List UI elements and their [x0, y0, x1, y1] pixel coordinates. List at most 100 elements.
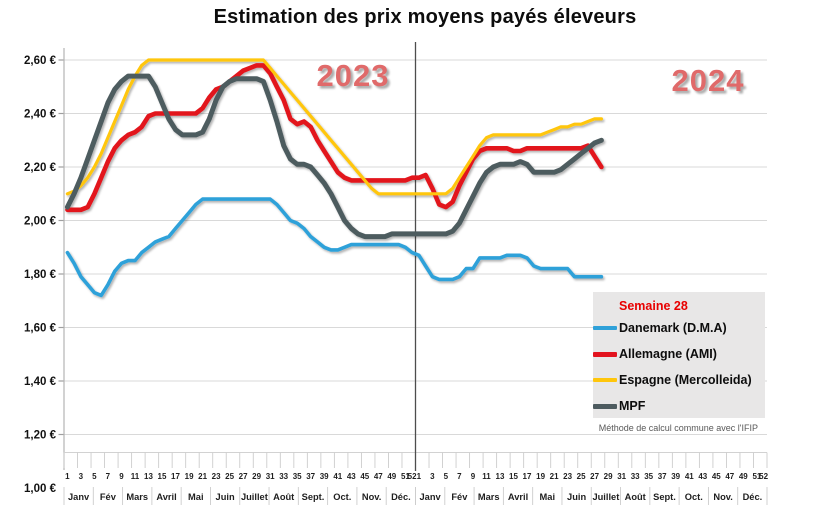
week-number-label: 7 [106, 472, 111, 481]
mpf-line-swatch [593, 403, 617, 409]
week-number-label: 43 [347, 472, 356, 481]
danemark-line-swatch [593, 326, 617, 330]
week-number-label: 29 [252, 472, 261, 481]
week-number-label: 33 [631, 472, 640, 481]
week-number-label: 11 [482, 472, 491, 481]
month-label: Mars [126, 492, 148, 502]
y-axis-label: 2,20 € [24, 162, 57, 174]
week-number-label: 35 [644, 472, 653, 481]
legend-item-allemagne: Allemagne (AMI) [593, 341, 765, 367]
month-label: Sept. [302, 492, 325, 502]
week-number-label: 19 [185, 472, 194, 481]
week-number-label: 31 [617, 472, 626, 481]
week-number-label: 52 [408, 472, 417, 481]
month-label: Juin [567, 492, 586, 502]
legend-item-mpf: MPF [593, 393, 765, 419]
week-number-label: 17 [171, 472, 180, 481]
week-number-label: 47 [374, 472, 383, 481]
week-number-label: 3 [430, 472, 435, 481]
month-label: Mai [188, 492, 204, 502]
month-label: Janv [419, 492, 441, 502]
week-number-label: 49 [387, 472, 396, 481]
year-label-2024: 2024 [671, 63, 745, 98]
legend-label: MPF [619, 399, 646, 413]
y-axis-label: 1,00 € [24, 483, 57, 495]
month-label: Août [273, 492, 294, 502]
y-axis-label: 1,20 € [24, 430, 57, 442]
month-label: Déc. [391, 492, 411, 502]
week-number-label: 11 [131, 472, 140, 481]
allemagne-line-swatch [593, 351, 617, 357]
week-number-label: 15 [509, 472, 518, 481]
espagne-line-swatch [593, 378, 617, 382]
week-number-label: 25 [577, 472, 586, 481]
series-line-mpf [64, 73, 604, 240]
week-number-label: 13 [496, 472, 505, 481]
week-number-label: 31 [266, 472, 275, 481]
month-label: Déc. [743, 492, 763, 502]
week-number-label: 13 [144, 472, 153, 481]
series-line-allemagne-ami [65, 63, 604, 213]
week-number-label: 39 [671, 472, 680, 481]
month-label: Fév [451, 492, 468, 502]
month-label: Fév [100, 492, 117, 502]
week-number-label: 41 [333, 472, 342, 481]
week-number-label: 5 [92, 472, 97, 481]
week-number-label: 47 [725, 472, 734, 481]
y-axis-label: 2,40 € [24, 109, 57, 121]
week-number-label: 43 [698, 472, 707, 481]
year-label-2023: 2023 [316, 58, 390, 93]
week-number-label: 27 [239, 472, 248, 481]
week-number-label: 29 [604, 472, 613, 481]
week-labels: 1 3 5 7 9 11 13 15 17 19 21 23 25 27 29 31 33 35 37 39 41 43 4… [65, 472, 768, 481]
month-label: Mai [540, 492, 556, 502]
week-number-label: 51 [401, 472, 410, 481]
month-label: Mars [478, 492, 500, 502]
week-number-label: 15 [158, 472, 167, 481]
week-number-label: 52 [759, 472, 768, 481]
y-axis-label: 1,60 € [24, 323, 57, 335]
month-label: Avril [508, 492, 528, 502]
legend-label: Espagne (Mercolleida) [619, 373, 752, 387]
week-number-label: 23 [212, 472, 221, 481]
month-label: Nov. [362, 492, 381, 502]
week-number-label: 35 [293, 472, 302, 481]
week-number-label: 33 [279, 472, 288, 481]
month-label: Janv [68, 492, 90, 502]
chart-title: Estimation des prix moyens payés éleveur… [213, 6, 637, 28]
week-number-label: 41 [685, 472, 694, 481]
series-lines [64, 58, 604, 298]
week-number-label: 23 [563, 472, 572, 481]
week-number-label: 37 [306, 472, 315, 481]
month-label: Oct. [685, 492, 703, 502]
week-number-label: 51 [752, 472, 761, 481]
month-label: Nov. [713, 492, 732, 502]
y-axis-label: 2,60 € [24, 55, 57, 67]
month-label: Juillet [592, 492, 619, 502]
week-number-label: 9 [119, 472, 124, 481]
week-number-label: 17 [523, 472, 532, 481]
month-label: Oct. [333, 492, 351, 502]
week-number-label: 27 [590, 472, 599, 481]
week-number-label: 1 [65, 472, 70, 481]
week-number-label: 1 [417, 472, 422, 481]
month-label: Sept. [653, 492, 676, 502]
month-labels: Janv Fév Mars Avril Mai Juin Juillet Août Sept. O… [63, 487, 768, 505]
month-label: Juin [216, 492, 235, 502]
y-axis-label: 1,80 € [24, 269, 57, 281]
week-number-label: 7 [457, 472, 462, 481]
week-number-label: 19 [536, 472, 545, 481]
week-number-label: 45 [712, 472, 721, 481]
week-number-label: 49 [739, 472, 748, 481]
month-label: Août [625, 492, 646, 502]
week-number-label: 37 [658, 472, 667, 481]
y-axis-label: 2,00 € [24, 216, 57, 228]
week-number-label: 5 [444, 472, 449, 481]
week-number-label: 39 [320, 472, 329, 481]
week-number-label: 3 [79, 472, 84, 481]
legend-label: Danemark (D.M.A) [619, 321, 727, 335]
legend-item-danemark: Danemark (D.M.A) [593, 315, 765, 341]
week-number-label: 45 [360, 472, 369, 481]
week-ticks [63, 452, 768, 468]
